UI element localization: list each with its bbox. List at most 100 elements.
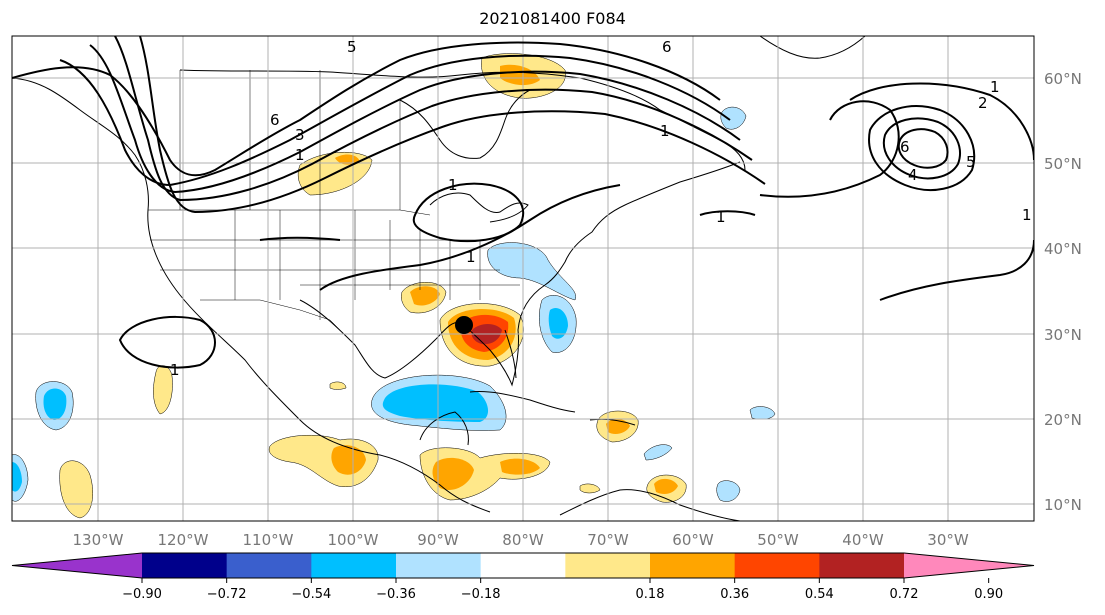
contour-trough-west-3 — [89, 44, 741, 194]
contour-label: 1 — [295, 146, 305, 164]
colorbar-swatch — [480, 553, 566, 578]
contour-label: 6 — [270, 111, 280, 129]
contour-ridge-east-1 — [759, 100, 900, 198]
contour-label: 6 — [900, 138, 910, 156]
negative-anomaly-atlantic-core — [548, 307, 568, 339]
colorbar-swatch — [226, 553, 312, 578]
lat-label: 10°N — [1044, 496, 1082, 514]
map-title: 2021081400 F084 — [479, 9, 626, 28]
contour-great-lakes-loop — [412, 182, 525, 243]
lon-label: 40°W — [842, 531, 884, 549]
colorbar — [11, 552, 1035, 579]
colorbar-swatch — [311, 553, 397, 578]
colorbar-tick-label: 0.90 — [974, 587, 1003, 602]
map-frame — [11, 35, 1035, 522]
coastline-south-america — [559, 489, 741, 521]
positive-anomaly-central-america-core — [432, 457, 474, 490]
contour-lines — [12, 36, 1034, 369]
lat-label: 30°N — [1044, 326, 1082, 344]
contour-east-loop — [879, 239, 1034, 301]
coastline-hispaniola — [589, 418, 636, 426]
lon-label: 100°W — [328, 531, 379, 549]
lat-label: 40°N — [1044, 240, 1082, 258]
positive-anomaly-tiny-2 — [579, 483, 601, 494]
negative-anomaly-labrador — [720, 106, 747, 130]
map-layers: 5 6 6 3 1 1 1 1 1 1 2 6 5 4 1 1 — [12, 36, 1034, 521]
coastline-hudson-bay — [399, 89, 531, 159]
colorbar-extend-min — [12, 553, 142, 578]
contour-label: 1 — [716, 208, 726, 226]
lon-label: 80°W — [502, 531, 544, 549]
colorbar-swatch — [142, 553, 228, 578]
contour-label: 1 — [170, 361, 180, 379]
positive-anomaly-antilles-core — [606, 418, 630, 434]
negative-anomaly-carolina — [487, 242, 577, 301]
border-provinces — [179, 70, 401, 210]
contour-trough-west-4 — [114, 36, 753, 202]
lon-label: 30°W — [927, 531, 969, 549]
lon-label: 50°W — [757, 531, 799, 549]
positive-anomaly-atlantic-south-core — [654, 478, 678, 494]
lon-tick-labels: 130°W 120°W 110°W 100°W 90°W 80°W 70°W 6… — [73, 531, 969, 549]
contour-label: 3 — [295, 126, 305, 144]
colorbar-extend-max — [904, 553, 1034, 578]
coastline-gulf — [299, 161, 741, 387]
colorbar-swatch — [650, 553, 736, 578]
coastline-north-america-west — [12, 77, 491, 513]
border-states-2 — [150, 239, 520, 286]
positive-anomaly-canada-core — [335, 154, 360, 165]
lon-label: 90°W — [417, 531, 459, 549]
contour-label: 1 — [1022, 206, 1032, 224]
contour-label: 2 — [978, 94, 988, 112]
colorbar-tick-label: 0.18 — [636, 587, 665, 602]
contour-cutoff-east-3 — [897, 128, 949, 169]
colorbar-tick-label: −0.54 — [291, 587, 331, 602]
negative-anomaly-pacific-edge-core — [12, 462, 22, 492]
positive-anomaly-louisiana-core — [410, 286, 440, 306]
colorbar-tick-label: 0.72 — [890, 587, 919, 602]
contour-outer-east — [849, 82, 1034, 161]
positive-anomaly-tiny — [329, 381, 347, 390]
contour-cutoff-east — [868, 105, 976, 191]
contour-trough-west-5 — [139, 36, 766, 214]
contour-mid-band — [259, 236, 341, 241]
positive-anomaly-baja — [153, 365, 173, 415]
coastline-cuba — [469, 391, 576, 413]
contour-label: 1 — [448, 176, 458, 194]
contour-small-east — [699, 210, 756, 216]
lat-label: 50°N — [1044, 155, 1082, 173]
storm-center-marker — [455, 316, 473, 334]
negative-anomaly-atlantic-sliver — [643, 444, 673, 461]
contour-label: 4 — [908, 166, 918, 184]
lon-label: 60°W — [672, 531, 714, 549]
lat-label: 20°N — [1044, 411, 1082, 429]
contour-label: 1 — [660, 122, 670, 140]
contour-label: 1 — [466, 248, 476, 266]
colorbar-tick-label: −0.90 — [122, 587, 162, 602]
lat-tick-labels: 60°N 50°N 40°N 30°N 20°N 10°N — [1044, 70, 1082, 514]
colorbar-swatch — [565, 553, 651, 578]
colorbar-swatch — [396, 553, 482, 578]
lat-label: 60°N — [1044, 70, 1082, 88]
lon-label: 130°W — [73, 531, 124, 549]
contour-cutoff-east-2 — [882, 117, 961, 180]
contour-label: 1 — [990, 78, 1000, 96]
contour-label: 5 — [347, 38, 357, 56]
coastline-yucatan — [419, 411, 469, 446]
colorbar-tick-label: 0.54 — [805, 587, 834, 602]
colorbar-tick-labels: −0.90 −0.72 −0.54 −0.36 −0.18 0.18 0.36 0.54 0.7… — [122, 578, 1003, 602]
colorbar-swatch — [734, 553, 820, 578]
contour-label: 5 — [966, 153, 976, 171]
colorbar-tick-label: −0.18 — [461, 587, 501, 602]
contour-label: 6 — [662, 38, 672, 56]
lon-label: 110°W — [243, 531, 294, 549]
coastline-great-lakes — [429, 192, 529, 223]
positive-anomaly-caribbean-core — [500, 458, 540, 475]
lon-label: 120°W — [158, 531, 209, 549]
contour-trough-west-1 — [12, 41, 721, 177]
contour-label-group: 5 6 6 3 1 1 1 1 1 1 2 6 5 4 1 1 — [170, 38, 1032, 379]
contour-trough-west-2 — [59, 54, 731, 187]
contour-mid-1 — [319, 184, 621, 291]
positive-anomaly-mexico-core — [331, 445, 366, 475]
